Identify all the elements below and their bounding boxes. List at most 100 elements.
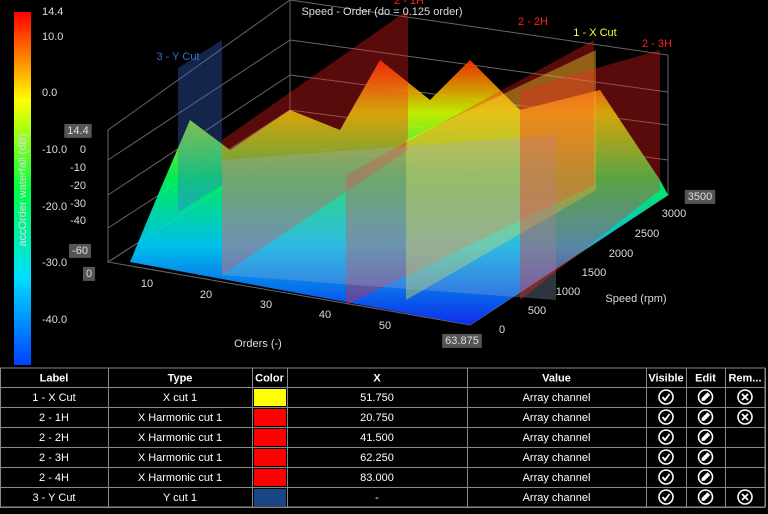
z-tick-box (69, 243, 91, 258)
edit-icon[interactable] (697, 409, 714, 425)
icon-ring (697, 489, 714, 505)
colorbar-tick: -30.0 (42, 257, 67, 269)
type-cell: Y cut 1 (163, 492, 197, 504)
x-cell: - (375, 492, 379, 504)
colorbar-tick: 10.0 (42, 31, 63, 43)
icon-glyph (701, 492, 711, 501)
value-cell: Array channel (523, 472, 591, 484)
x-cell: 20.750 (360, 412, 394, 424)
x-cell: 83.000 (360, 472, 394, 484)
icon-glyph (661, 493, 671, 502)
speed-tick: 0 (499, 324, 505, 336)
icon-glyph (741, 413, 749, 421)
icon-glyph (741, 493, 749, 501)
header-cell: Edit (695, 372, 716, 384)
order-tick: 10 (141, 278, 153, 290)
order-tick: 63.875 (445, 335, 479, 347)
icon-ring (658, 449, 674, 465)
cut-plane (222, 10, 408, 275)
visible-icon[interactable] (658, 409, 674, 425)
remove-icon[interactable] (737, 409, 753, 425)
header-cell: Rem... (728, 372, 761, 384)
x-cell: 62.250 (360, 452, 394, 464)
icon-glyph (741, 393, 749, 401)
cut-label: 1 - X Cut (573, 27, 616, 39)
z-tick: -10 (70, 162, 86, 174)
speed-tick: 3000 (662, 208, 686, 220)
colorbar-label: accOrder waterfall (dB) (17, 133, 29, 246)
plot: Speed - Order (do = 0.125 order) accOrde… (14, 0, 670, 365)
edit-icon[interactable] (697, 469, 714, 485)
header-cell: X (373, 372, 381, 384)
icon-ring (737, 489, 753, 505)
colorbar-tick: -40.0 (42, 314, 67, 326)
icon-glyph (661, 393, 671, 402)
label-cell: 1 - X Cut (32, 392, 75, 404)
table-bg (0, 367, 766, 508)
plot-title: Speed - Order (do = 0.125 order) (301, 6, 462, 18)
edit-icon[interactable] (697, 429, 714, 445)
remove-icon[interactable] (737, 489, 753, 505)
visible-icon[interactable] (658, 449, 674, 465)
value-cell: Array channel (523, 432, 591, 444)
table: Label Type Color X Value Visible Edit Rem... 1 -… (0, 367, 766, 508)
color-swatch (254, 449, 286, 466)
type-cell: X Harmonic cut 1 (138, 452, 222, 464)
visible-icon[interactable] (658, 469, 674, 485)
value-cell: Array channel (523, 492, 591, 504)
icon-glyph (701, 452, 711, 461)
header-cell: Color (255, 372, 284, 384)
speed-tick: 3500 (688, 191, 712, 203)
icon-glyph (701, 432, 711, 441)
icon-ring (697, 469, 714, 485)
z-tick: -60 (72, 245, 88, 257)
label-cell: 3 - Y Cut (32, 492, 75, 504)
z-tick-box (82, 266, 96, 281)
icon-ring (658, 469, 674, 485)
icon-ring (697, 429, 714, 445)
color-swatch (254, 469, 286, 486)
visible-icon[interactable] (658, 429, 674, 445)
edit-icon[interactable] (697, 449, 714, 465)
waterfall-surface (130, 60, 668, 325)
edit-icon[interactable] (697, 489, 714, 505)
cut-label: 2 - 1H (394, 0, 424, 7)
cut-plane (346, 40, 594, 305)
z-tick: -40 (70, 215, 86, 227)
speed-tick: 2000 (609, 248, 633, 260)
cut-label: 2 - 2H (518, 16, 548, 28)
colorbar-tick: 14.4 (42, 6, 63, 18)
icon-glyph (661, 453, 671, 462)
cut-plane (406, 50, 596, 300)
x-cell: 51.750 (360, 392, 394, 404)
type-cell: X cut 1 (163, 392, 197, 404)
icon-glyph (701, 392, 711, 401)
label-cell: 2 - 4H (39, 472, 69, 484)
colorbar-tick: 0.0 (42, 87, 57, 99)
cut-label: 2 - 3H (642, 38, 672, 50)
remove-icon[interactable] (737, 389, 753, 405)
header-cell: Type (168, 372, 193, 384)
icon-ring (658, 489, 674, 505)
edit-icon[interactable] (697, 389, 714, 405)
header-cell: Label (40, 372, 69, 384)
icon-ring (737, 389, 753, 405)
icon-glyph (661, 413, 671, 422)
header-cell: Value (542, 372, 571, 384)
z-tick: 14.4 (67, 125, 88, 137)
visible-icon[interactable] (658, 389, 674, 405)
speed-tick: 1500 (582, 267, 606, 279)
z-tick: -20 (70, 180, 86, 192)
z-tick: -30 (70, 198, 86, 210)
order-tick: 30 (260, 299, 272, 311)
speed-tick: 1000 (556, 286, 580, 298)
label-cell: 2 - 3H (39, 452, 69, 464)
cut-plane (178, 40, 222, 212)
order-tick: 20 (200, 289, 212, 301)
cut-label: 3 - Y Cut (156, 51, 199, 63)
visible-icon[interactable] (658, 489, 674, 505)
icon-ring (697, 409, 714, 425)
speed-tick: 2500 (635, 228, 659, 240)
